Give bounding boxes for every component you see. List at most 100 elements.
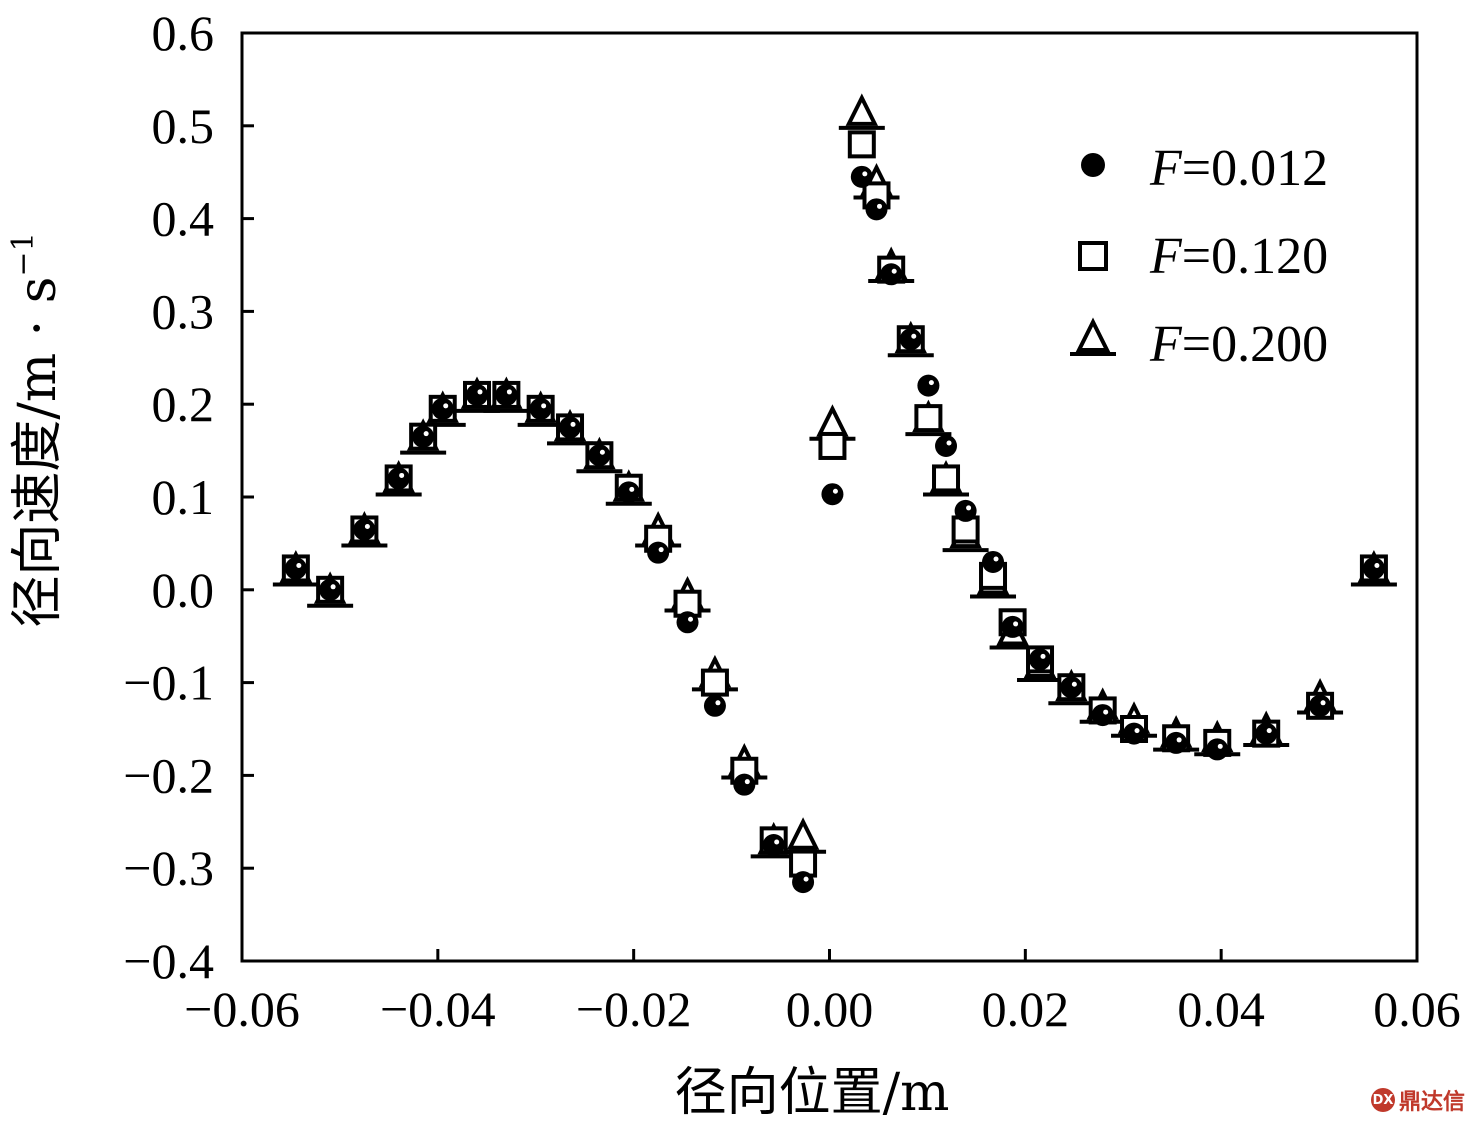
circle-marker-highlight bbox=[570, 421, 576, 427]
circle-marker bbox=[319, 578, 342, 601]
circle-marker-highlight bbox=[946, 440, 952, 446]
circle-marker bbox=[617, 481, 640, 504]
circle-marker bbox=[529, 397, 552, 420]
circle-marker-highlight bbox=[1134, 728, 1140, 734]
y-tick-label: 0.6 bbox=[152, 5, 215, 61]
square-marker bbox=[700, 668, 729, 697]
circle-marker-highlight bbox=[658, 547, 664, 553]
circle-marker-highlight bbox=[1040, 653, 1046, 659]
circle-marker-highlight bbox=[423, 431, 429, 437]
circle-marker bbox=[954, 499, 977, 522]
square-marker bbox=[932, 464, 961, 493]
circle-marker bbox=[850, 165, 873, 188]
circle-marker-highlight bbox=[715, 700, 721, 706]
square-marker bbox=[847, 130, 876, 159]
legend-label-1: F=0.012 bbox=[1149, 140, 1328, 197]
legend-label-2-rest: =0.120 bbox=[1182, 228, 1328, 285]
legend-item: F=0.012 bbox=[1081, 140, 1328, 197]
circle-marker bbox=[431, 397, 454, 420]
plot-frame bbox=[240, 31, 1419, 963]
legend-label-3: F=0.200 bbox=[1149, 316, 1328, 373]
x-tick-label: 0.04 bbox=[1177, 981, 1265, 1037]
y-tick-label: 0.5 bbox=[152, 98, 215, 154]
circle-marker bbox=[1165, 731, 1188, 754]
circle-marker-highlight bbox=[629, 486, 635, 492]
circle-marker bbox=[353, 518, 376, 541]
circle-marker bbox=[387, 467, 410, 490]
x-tick-label: −0.04 bbox=[380, 981, 496, 1037]
circle-marker bbox=[412, 425, 435, 448]
x-tick-label: 0.02 bbox=[982, 981, 1070, 1037]
circle-marker bbox=[821, 483, 844, 506]
circle-marker bbox=[588, 444, 611, 467]
circle-marker bbox=[559, 416, 582, 439]
x-tick-label: −0.06 bbox=[184, 981, 300, 1037]
square-marker bbox=[914, 404, 943, 433]
watermark-logo-icon: DX bbox=[1370, 1088, 1395, 1112]
y-tick-label: −0.3 bbox=[123, 840, 214, 896]
watermark-text: 鼎达信 bbox=[1398, 1090, 1465, 1115]
legend: F=0.012 F=0.120 F=0.200 bbox=[1070, 140, 1328, 373]
circle-marker bbox=[1001, 615, 1024, 638]
circle-marker-highlight bbox=[966, 505, 972, 511]
circle-marker bbox=[935, 434, 958, 457]
y-tick-label: 0.2 bbox=[152, 376, 215, 432]
legend-marker-square bbox=[1078, 241, 1108, 271]
x-tick-label: −0.02 bbox=[576, 981, 692, 1037]
circle-marker bbox=[1029, 648, 1052, 671]
circle-marker bbox=[1060, 676, 1083, 699]
circle-marker bbox=[1206, 738, 1229, 761]
circle-marker bbox=[982, 550, 1005, 573]
y-tick-label: 0.1 bbox=[152, 469, 215, 525]
y-tick-label: 0.4 bbox=[152, 191, 215, 247]
x-tick-label: 0.06 bbox=[1373, 981, 1461, 1037]
circle-marker-highlight bbox=[832, 488, 838, 494]
circle-marker bbox=[733, 773, 756, 796]
circle-marker bbox=[647, 541, 670, 564]
circle-marker-highlight bbox=[1320, 700, 1326, 706]
triangle-marker bbox=[786, 817, 820, 850]
circle-marker-highlight bbox=[744, 779, 750, 785]
data-markers bbox=[272, 93, 1397, 894]
square-marker bbox=[673, 589, 702, 618]
circle-marker bbox=[899, 328, 922, 351]
circle-marker bbox=[917, 374, 940, 397]
circle-marker-highlight bbox=[1374, 562, 1380, 568]
circle-marker-highlight bbox=[364, 523, 370, 529]
circle-marker-highlight bbox=[928, 380, 934, 386]
y-tick-label: 0.3 bbox=[152, 283, 215, 339]
circle-marker-highlight bbox=[1013, 621, 1019, 627]
circle-marker bbox=[880, 263, 903, 286]
y-axis-title-group: 径向速度/m · s−1 bbox=[6, 232, 68, 627]
legend-label-1-rest: =0.012 bbox=[1182, 140, 1328, 197]
square-marker bbox=[818, 431, 847, 460]
circle-marker-highlight bbox=[1176, 737, 1182, 743]
circle-marker-highlight bbox=[296, 562, 302, 568]
circle-marker bbox=[1255, 722, 1278, 745]
circle-marker-highlight bbox=[803, 876, 809, 882]
circle-marker bbox=[1362, 557, 1385, 580]
legend-label-2: F=0.120 bbox=[1149, 228, 1328, 285]
circle-marker bbox=[284, 557, 307, 580]
circle-marker bbox=[1091, 704, 1114, 727]
circle-marker-highlight bbox=[599, 449, 605, 455]
y-axis-title: 径向速度/m · s−1 bbox=[6, 232, 68, 627]
circle-marker-highlight bbox=[399, 472, 405, 478]
circle-marker-highlight bbox=[1103, 709, 1109, 715]
x-axis-title: 径向位置/m bbox=[675, 1063, 950, 1122]
circle-marker bbox=[466, 383, 488, 406]
legend-marker-triangle bbox=[1075, 317, 1111, 352]
circle-marker-highlight bbox=[477, 389, 483, 395]
circle-marker-highlight bbox=[1071, 681, 1077, 687]
circle-marker-highlight bbox=[330, 584, 336, 590]
circle-marker-highlight bbox=[1217, 743, 1223, 749]
legend-item: F=0.200 bbox=[1070, 316, 1328, 373]
circle-marker-highlight bbox=[774, 839, 780, 845]
circle-marker-highlight bbox=[1266, 728, 1272, 734]
circle-marker-highlight bbox=[891, 268, 897, 274]
circle-marker-highlight bbox=[862, 171, 868, 177]
legend-label-2-italic: F bbox=[1149, 228, 1183, 285]
circle-marker-highlight bbox=[506, 389, 512, 395]
x-tick-label: 0.00 bbox=[786, 981, 874, 1037]
